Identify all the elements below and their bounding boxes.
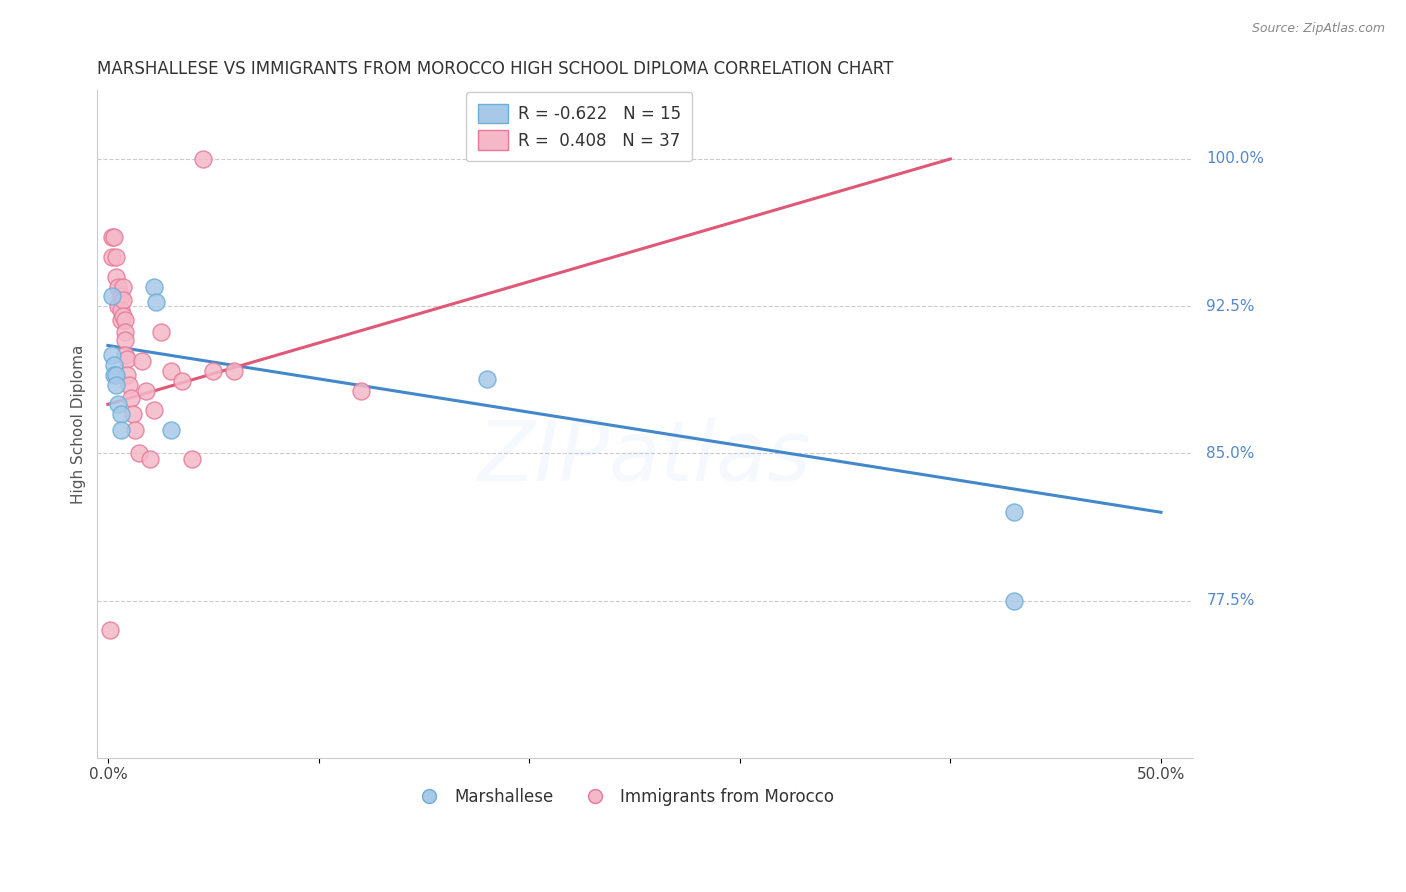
Point — [110, 313, 132, 327]
Text: MARSHALLESE VS IMMIGRANTS FROM MOROCCO HIGH SCHOOL DIPLOMA CORRELATION CHART: MARSHALLESE VS IMMIGRANTS FROM MOROCCO H… — [97, 60, 894, 78]
Point — [107, 299, 129, 313]
Y-axis label: High School Diploma: High School Diploma — [72, 344, 86, 504]
Point — [202, 364, 225, 378]
Point — [105, 368, 128, 382]
Text: Source: ZipAtlas.com: Source: ZipAtlas.com — [1251, 22, 1385, 36]
Point — [145, 295, 167, 310]
Point — [224, 364, 246, 378]
Point — [115, 368, 138, 382]
Point — [114, 348, 136, 362]
Legend: Marshallese, Immigrants from Morocco: Marshallese, Immigrants from Morocco — [405, 781, 841, 813]
Point — [114, 325, 136, 339]
Point — [101, 250, 124, 264]
Point — [110, 407, 132, 421]
Point — [160, 364, 183, 378]
Point — [101, 230, 124, 244]
Point — [120, 392, 142, 406]
Point — [349, 384, 371, 398]
Point — [110, 289, 132, 303]
Point — [103, 230, 125, 244]
Point — [170, 374, 193, 388]
Point — [475, 372, 498, 386]
Point — [191, 152, 214, 166]
Point — [111, 293, 134, 308]
Point — [107, 397, 129, 411]
Text: ZIPatlas: ZIPatlas — [478, 417, 811, 498]
Point — [98, 623, 121, 637]
Text: 92.5%: 92.5% — [1206, 299, 1256, 314]
Point — [143, 279, 166, 293]
Text: 85.0%: 85.0% — [1206, 446, 1254, 461]
Point — [160, 423, 183, 437]
Point — [128, 446, 150, 460]
Point — [101, 348, 124, 362]
Point — [131, 354, 153, 368]
Point — [122, 407, 145, 421]
Point — [114, 333, 136, 347]
Point — [149, 325, 172, 339]
Point — [135, 384, 157, 398]
Point — [111, 279, 134, 293]
Text: 77.5%: 77.5% — [1206, 593, 1254, 608]
Point — [111, 309, 134, 323]
Point — [115, 352, 138, 367]
Point — [118, 377, 141, 392]
Point — [181, 452, 204, 467]
Point — [1002, 505, 1025, 519]
Point — [103, 358, 125, 372]
Point — [103, 368, 125, 382]
Point — [105, 377, 128, 392]
Point — [124, 423, 146, 437]
Text: 100.0%: 100.0% — [1206, 152, 1264, 167]
Point — [110, 423, 132, 437]
Point — [139, 452, 162, 467]
Point — [110, 303, 132, 318]
Point — [1002, 593, 1025, 607]
Point — [105, 269, 128, 284]
Point — [107, 279, 129, 293]
Point — [101, 289, 124, 303]
Point — [114, 313, 136, 327]
Point — [143, 403, 166, 417]
Point — [105, 250, 128, 264]
